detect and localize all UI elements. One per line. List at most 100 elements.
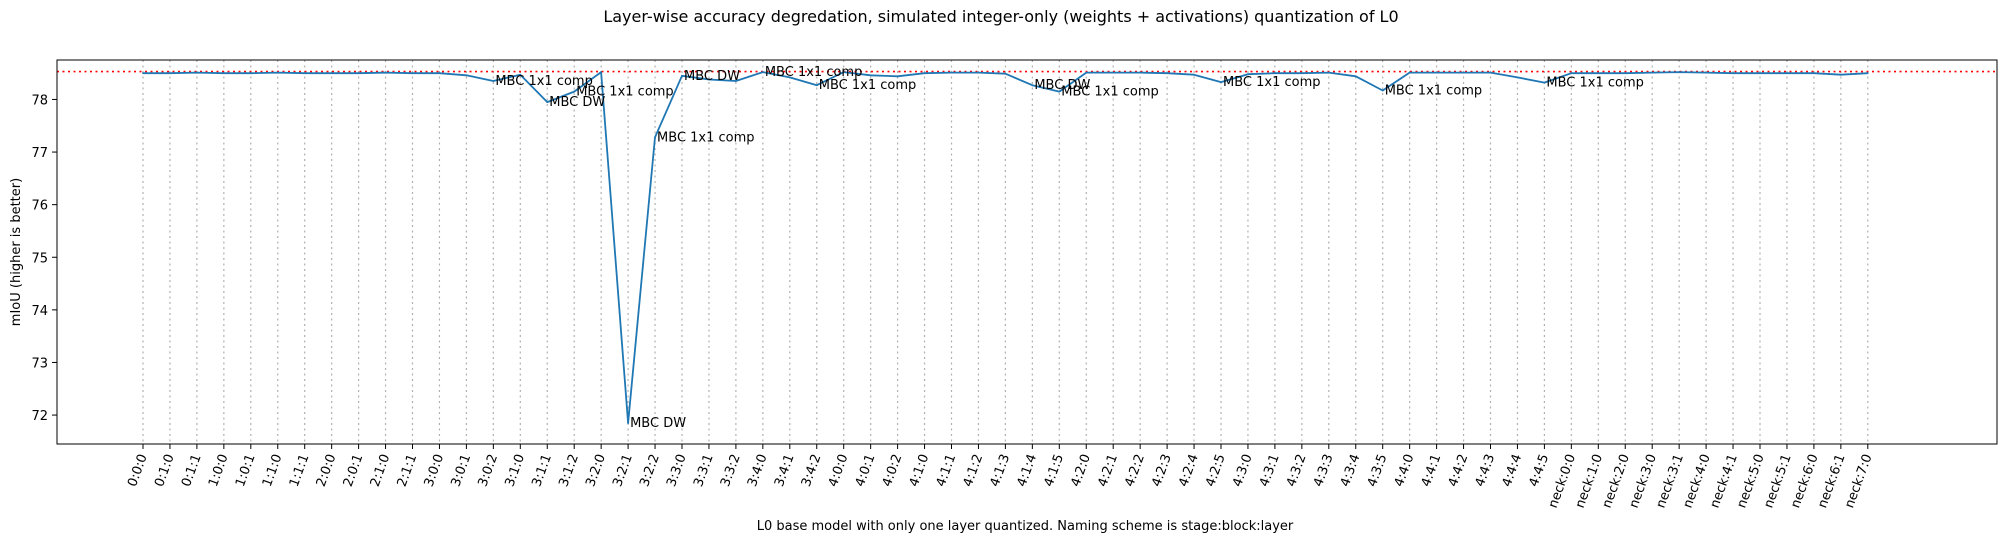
data-point	[222, 72, 225, 75]
data-point	[1274, 72, 1276, 75]
x-tick-label: 3:0:1	[449, 452, 475, 489]
data-point	[681, 74, 683, 77]
data-point	[1166, 72, 1168, 75]
data-point	[842, 71, 845, 73]
annotation-label: MBC 1x1 comp	[1061, 85, 1159, 100]
x-tick-label: 4:4:0	[1392, 452, 1418, 489]
x-tick-label: 3:3:1	[691, 452, 717, 489]
x-tick-label: 3:1:1	[529, 452, 555, 489]
y-tick-label: 73	[31, 356, 48, 371]
x-tick-label: 3:4:0	[745, 452, 771, 489]
data-point	[1813, 72, 1815, 75]
x-axis-label: L0 base model with only one layer quanti…	[757, 519, 1294, 534]
data-point	[1651, 71, 1654, 74]
x-tick-label: 4:0:0	[826, 452, 852, 489]
y-tick-label: 75	[31, 251, 48, 266]
data-point	[1354, 75, 1357, 78]
data-point	[196, 71, 198, 74]
data-point	[1759, 72, 1761, 75]
data-point	[1085, 71, 1088, 74]
annotation-label: MBC 1x1 comp	[495, 74, 592, 89]
data-point	[303, 72, 306, 75]
data-point	[1193, 73, 1195, 76]
x-tick-label: 2:0:0	[314, 452, 340, 489]
x-tick-label: 4:4:1	[1419, 452, 1445, 489]
data-point	[1678, 71, 1681, 73]
x-tick-label: 4:4:4	[1500, 452, 1526, 489]
data-point	[1786, 72, 1788, 75]
x-tick-label: 3:0:0	[422, 452, 448, 489]
x-tick-label: 3:2:0	[583, 452, 609, 489]
data-point	[869, 74, 872, 77]
data-point	[1489, 71, 1492, 74]
annotation-label: MBC DW	[549, 95, 605, 110]
y-tick-label: 77	[31, 146, 48, 161]
data-point	[1543, 81, 1546, 84]
data-point	[1139, 71, 1142, 74]
x-tick-label: 4:3:5	[1365, 452, 1391, 489]
x-tick-label: 4:2:3	[1149, 452, 1175, 489]
x-tick-label: 4:0:2	[880, 452, 906, 489]
x-tick-label: 0:1:0	[152, 452, 178, 489]
y-axis: 72 73 74 75 76 77 78	[31, 93, 57, 424]
data-point	[1408, 71, 1411, 74]
data-point	[708, 78, 710, 81]
x-tick-label: 4:2:4	[1176, 452, 1202, 489]
y-tick-label: 72	[31, 409, 48, 424]
x-axis: 0:0:0 0:1:0 0:1:1 1:0:0 1:0:1 1:1:0 1:1:1 2:0:0…	[125, 444, 1876, 510]
x-tick-label: 2:1:0	[368, 452, 394, 489]
x-tick-label: 3:3:0	[664, 452, 690, 489]
data-point	[169, 72, 171, 75]
data-point	[142, 72, 144, 75]
x-tick-label: 3:0:2	[476, 452, 502, 489]
data-point	[1112, 71, 1115, 74]
plot-frame	[56, 59, 1998, 445]
x-tick-label: 4:4:2	[1446, 452, 1472, 489]
annotation-label: MBC DW	[684, 69, 740, 84]
x-tick-label: 3:4:1	[772, 452, 798, 489]
x-tick-label: 4:1:3	[988, 452, 1014, 489]
x-tick-label: 1:1:0	[260, 452, 286, 489]
data-point	[249, 72, 252, 75]
x-tick-label: 4:1:1	[934, 452, 960, 489]
data-point	[627, 422, 629, 424]
annotation-label: MBC DW	[630, 416, 686, 431]
annotation-label: MBC 1x1 comp	[765, 65, 863, 80]
data-point	[654, 136, 656, 139]
x-tick-label: 1:0:1	[233, 452, 259, 489]
data-point	[923, 72, 926, 75]
annotation-label: MBC 1x1 comp	[819, 78, 917, 93]
x-tick-label: 4:2:1	[1095, 452, 1121, 489]
data-point	[492, 80, 495, 82]
data-point	[1327, 71, 1330, 74]
data-point	[1031, 84, 1034, 87]
data-point	[1516, 76, 1519, 79]
y-axis-label: mIoU (higher is better)	[9, 178, 24, 326]
data-point	[384, 71, 387, 74]
data-point	[1866, 72, 1869, 75]
chart-title: Layer-wise accuracy degredation, simulat…	[603, 7, 1398, 26]
x-tick-label: 3:1:2	[556, 452, 582, 489]
series-layer	[142, 71, 1869, 424]
data-point	[1732, 72, 1734, 75]
y-tick-label: 78	[31, 93, 48, 108]
data-point	[735, 80, 737, 82]
x-tick-label: 4:1:2	[961, 452, 987, 489]
data-point	[896, 75, 899, 78]
data-point	[1705, 71, 1707, 74]
data-point	[546, 101, 549, 103]
data-point	[1570, 72, 1573, 75]
data-point	[411, 72, 414, 75]
data-point	[465, 74, 468, 77]
x-tick-label: 1:0:0	[206, 452, 232, 489]
data-point	[1462, 71, 1465, 74]
annotation-label: MBC 1x1 comp	[657, 130, 755, 145]
x-tick-label: 4:1:5	[1041, 452, 1067, 489]
x-tick-label: 3:4:2	[799, 452, 825, 489]
data-point	[761, 71, 764, 73]
annotation-label: MBC 1x1 comp	[576, 85, 674, 100]
x-tick-label: 4:4:5	[1527, 452, 1553, 489]
x-tick-label: 2:0:1	[341, 452, 367, 489]
